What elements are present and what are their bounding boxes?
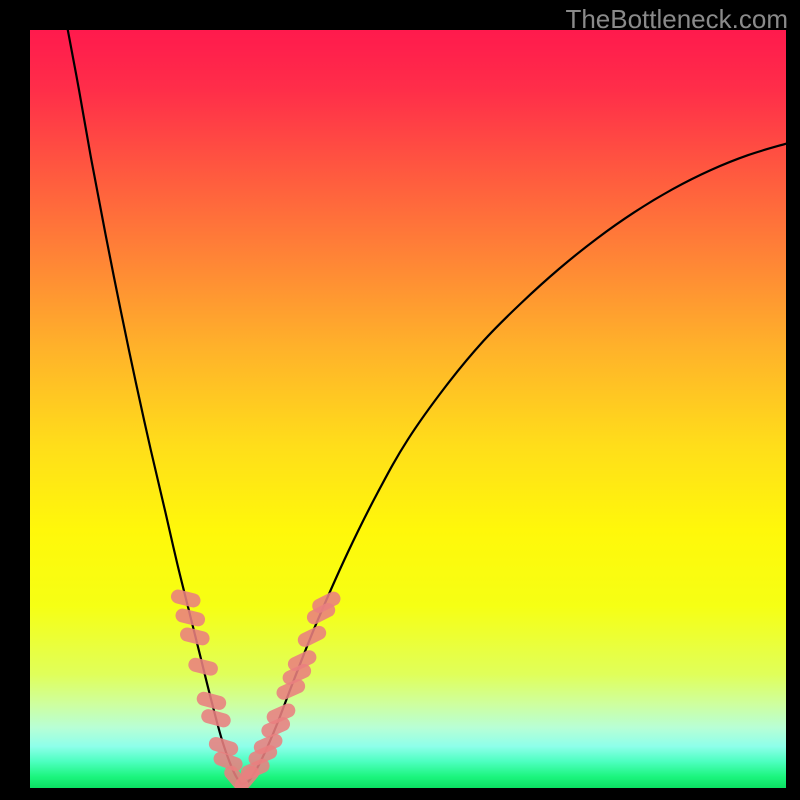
plot-svg (30, 30, 786, 788)
watermark-text: TheBottleneck.com (565, 4, 788, 35)
plot-area (30, 30, 786, 788)
gradient-background (30, 30, 786, 788)
